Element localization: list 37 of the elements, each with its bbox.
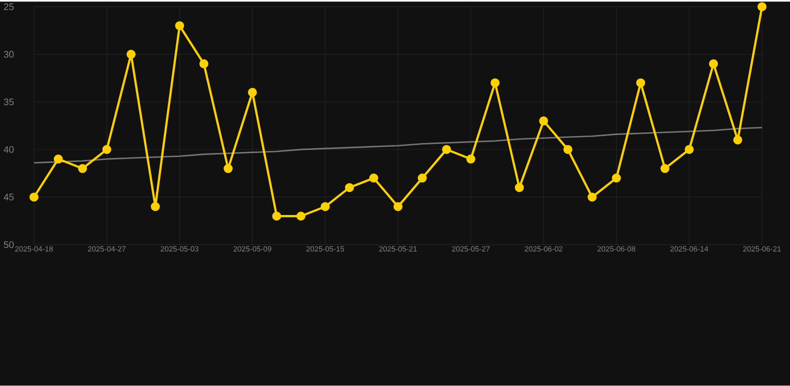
point xyxy=(514,183,524,192)
point xyxy=(344,183,354,192)
y-tick-label: 45 xyxy=(4,194,14,201)
point xyxy=(102,145,112,154)
y-tick-label: 30 xyxy=(4,51,14,58)
point xyxy=(466,154,476,164)
point xyxy=(296,212,306,221)
point xyxy=(199,59,208,68)
point xyxy=(224,164,233,174)
point xyxy=(636,78,646,88)
point xyxy=(369,174,378,183)
point xyxy=(78,164,88,174)
point xyxy=(126,50,136,59)
point xyxy=(612,174,621,183)
point xyxy=(708,59,718,68)
point xyxy=(490,78,500,88)
point xyxy=(733,136,742,145)
point xyxy=(563,145,572,154)
point xyxy=(684,145,694,154)
point xyxy=(539,116,548,126)
point xyxy=(248,88,257,98)
point xyxy=(30,192,39,202)
point xyxy=(758,2,767,12)
point xyxy=(320,202,330,212)
y-tick-label: 25 xyxy=(4,3,14,10)
point xyxy=(272,212,282,221)
point xyxy=(394,202,403,212)
point xyxy=(54,154,63,164)
point xyxy=(588,192,597,202)
point xyxy=(442,145,452,154)
point xyxy=(175,21,184,30)
point xyxy=(150,202,160,212)
y-tick-label: 35 xyxy=(4,98,14,106)
point xyxy=(660,164,670,174)
y-tick-label: 40 xyxy=(4,146,14,154)
y-tick-label: 50 xyxy=(4,241,14,248)
point xyxy=(418,174,427,183)
